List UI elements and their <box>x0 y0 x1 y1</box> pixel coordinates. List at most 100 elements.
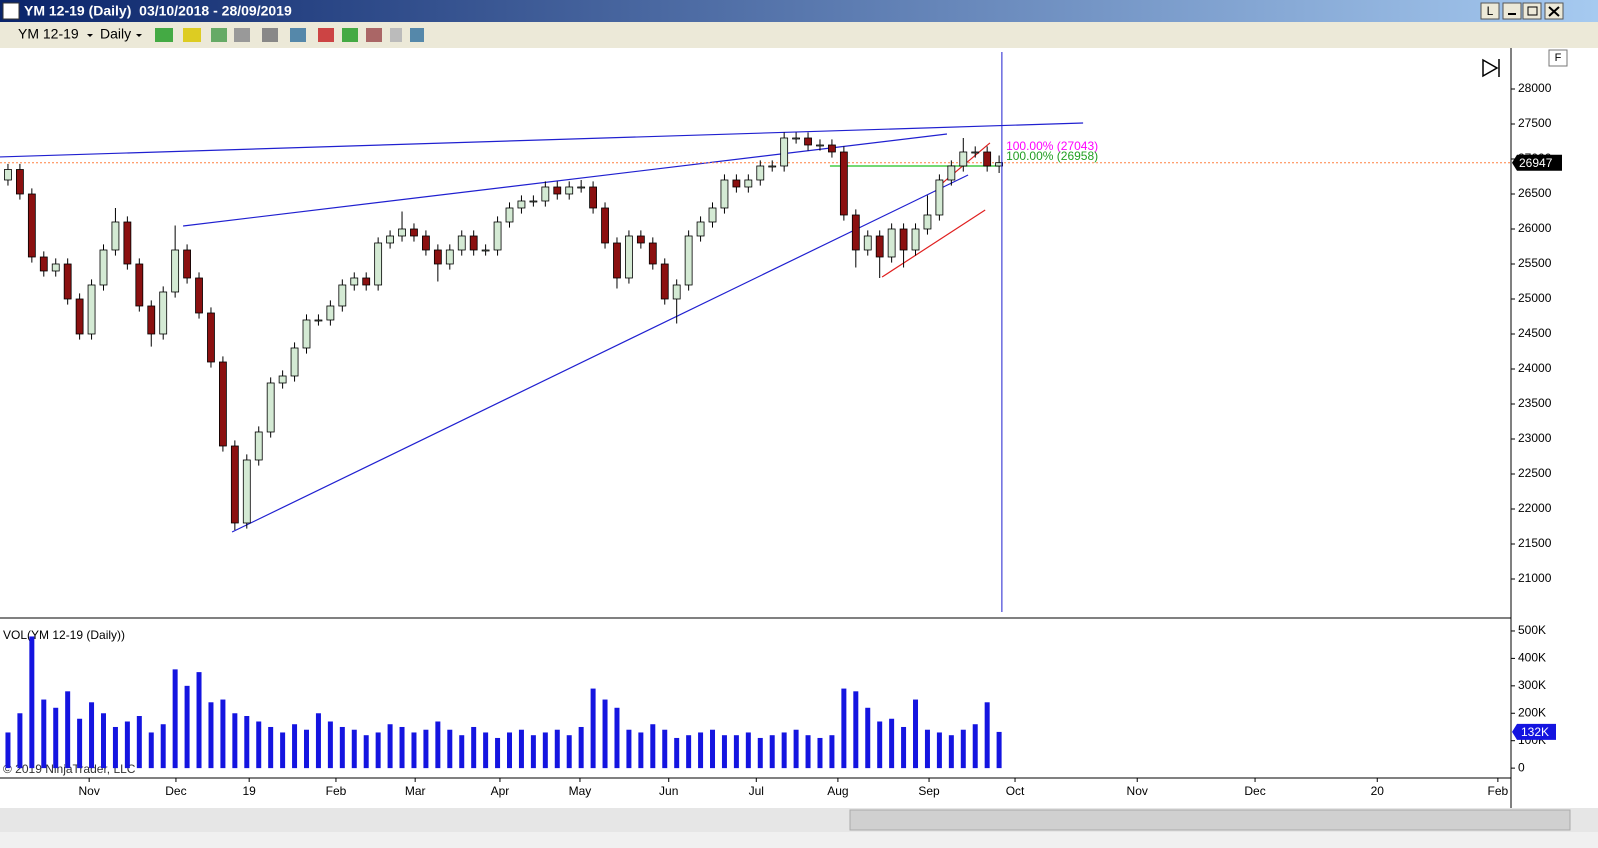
volume-bar <box>41 699 47 769</box>
x-tick-label: Apr <box>491 784 510 798</box>
volume-bar <box>913 699 919 769</box>
period-select[interactable]: Daily <box>100 26 131 42</box>
candle-body <box>159 291 168 335</box>
volume-bar <box>817 737 823 769</box>
volume-bar <box>745 732 751 769</box>
toolbar-icons[interactable] <box>155 28 424 42</box>
x-tick-label: 20 <box>1371 784 1385 798</box>
volume-bar <box>17 713 23 769</box>
icon[interactable] <box>234 28 250 42</box>
candle-body <box>720 179 729 209</box>
icon[interactable] <box>290 28 306 42</box>
scroll-thumb[interactable] <box>849 809 1571 831</box>
instrument-select[interactable]: YM 12-19 <box>18 26 79 42</box>
volume-bar <box>865 707 871 769</box>
volume-bar <box>220 699 226 769</box>
volume-bar <box>100 713 106 769</box>
candle-body <box>374 242 383 286</box>
y-tick-label: 500K <box>1518 623 1546 637</box>
volume-bar <box>781 732 787 769</box>
volume-bar <box>292 724 298 769</box>
candle-body <box>541 186 550 202</box>
y-tick-label: 400K <box>1518 651 1546 665</box>
candle-body <box>183 249 191 279</box>
icon[interactable] <box>211 28 227 42</box>
volume-bar <box>793 729 799 769</box>
volume-bar <box>423 729 429 769</box>
volume-bar <box>435 721 441 769</box>
candle-body <box>350 277 359 286</box>
corner-button[interactable] <box>1548 49 1568 67</box>
last-volume-label: 132K <box>1521 725 1549 739</box>
candle-body <box>768 165 777 168</box>
y-tick-label: 24500 <box>1518 326 1552 340</box>
icon[interactable] <box>318 28 334 42</box>
icon[interactable] <box>390 28 402 42</box>
candle-body <box>529 200 538 203</box>
x-tick-label: Nov <box>78 784 99 798</box>
candle-body <box>135 263 144 307</box>
y-tick-label: 21000 <box>1518 571 1552 585</box>
candle-body <box>242 459 251 524</box>
volume-bar <box>721 735 727 769</box>
candle-body <box>672 284 681 300</box>
button[interactable] <box>1480 2 1500 20</box>
restore[interactable] <box>1522 2 1542 20</box>
minimize[interactable] <box>1502 2 1522 20</box>
candle-body <box>398 228 406 237</box>
candle-body <box>911 228 920 251</box>
x-tick-label: Dec <box>1244 784 1265 798</box>
volume-bar <box>411 732 417 769</box>
button-label[interactable]: L <box>1487 4 1494 18</box>
icon[interactable] <box>366 28 382 42</box>
volume-bar <box>972 724 978 769</box>
trend-line <box>881 209 986 278</box>
candle-body <box>863 235 872 251</box>
volume-bar <box>901 726 907 769</box>
candle-body <box>457 235 466 251</box>
volume-bar <box>495 737 501 769</box>
candle-body <box>302 319 311 349</box>
candle-body <box>445 249 454 265</box>
icon[interactable] <box>410 28 424 42</box>
candle-body <box>792 137 801 140</box>
corner-label[interactable]: F <box>1555 52 1562 64</box>
candle-body <box>684 235 693 286</box>
candle-body <box>995 162 1004 167</box>
volume-bar <box>578 726 584 769</box>
candle-body <box>386 235 394 244</box>
volume-bar <box>303 729 309 769</box>
candle-body <box>780 137 789 167</box>
chart-area <box>0 48 1598 808</box>
x-tick-label: Feb <box>1488 784 1509 798</box>
volume-bar <box>602 699 608 769</box>
candle-body <box>565 186 574 195</box>
y-tick-label: 24000 <box>1518 361 1552 375</box>
y-tick-label: 23500 <box>1518 396 1552 410</box>
candle-body <box>314 319 323 322</box>
candle-body <box>433 249 442 265</box>
volume-bar <box>232 713 238 769</box>
volume-bar <box>184 685 190 769</box>
volume-bar <box>77 718 83 769</box>
scroll-end-icon[interactable] <box>1482 58 1500 78</box>
volume-bar <box>268 726 274 769</box>
candle-body <box>63 263 72 300</box>
y-tick-label: 21500 <box>1518 536 1552 550</box>
volume-bar <box>530 735 536 769</box>
volume-bar <box>363 735 369 769</box>
volume-bar <box>889 718 895 769</box>
restore-icon <box>1527 6 1538 16</box>
annotation: 100.00% (26958) <box>1006 149 1098 163</box>
icon[interactable] <box>155 28 173 42</box>
volume-bar <box>208 702 214 769</box>
app-icon <box>2 2 20 20</box>
volume-bar <box>650 724 656 769</box>
volume-bar <box>542 732 548 769</box>
candle-body <box>219 361 227 447</box>
volume-bar <box>566 735 572 769</box>
icon[interactable] <box>262 28 278 42</box>
icon[interactable] <box>183 28 201 42</box>
icon[interactable] <box>342 28 358 42</box>
x-tick-label: Feb <box>326 784 347 798</box>
